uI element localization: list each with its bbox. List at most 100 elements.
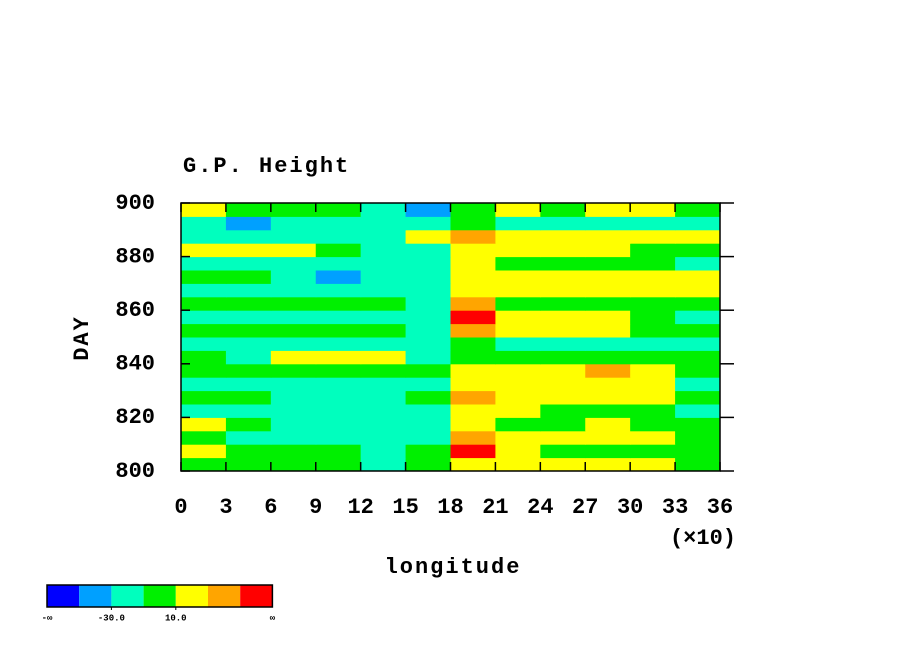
y-tick-label: 860 <box>115 298 155 323</box>
cell <box>450 430 496 445</box>
cell <box>315 350 362 365</box>
x-tick-label: 6 <box>264 495 277 520</box>
cell <box>585 243 631 258</box>
cell <box>225 310 272 325</box>
cell <box>675 310 721 325</box>
cell <box>540 337 586 351</box>
colorbar-frame <box>46 584 274 608</box>
cell <box>630 390 676 405</box>
colorbar-label: ∞ <box>270 613 276 623</box>
cell <box>360 417 407 432</box>
cell <box>540 310 586 325</box>
cell <box>181 229 227 244</box>
cell <box>360 243 407 258</box>
cell <box>540 444 586 459</box>
colorbar-box <box>208 585 241 607</box>
cell <box>585 216 631 231</box>
cell <box>495 296 541 311</box>
colorbar-box <box>143 585 176 607</box>
cell <box>181 430 227 445</box>
cell <box>675 270 721 284</box>
cell <box>630 363 676 378</box>
cell <box>405 457 451 472</box>
cell <box>181 310 227 325</box>
colorbar-box <box>79 585 112 607</box>
cell <box>450 350 496 365</box>
cell <box>675 229 721 244</box>
x-tick-label: 21 <box>482 495 508 520</box>
cell <box>315 243 362 258</box>
cell <box>495 203 541 217</box>
cell <box>675 283 721 298</box>
cell <box>360 310 407 325</box>
cell <box>450 216 496 231</box>
cell <box>181 457 227 472</box>
cell <box>315 390 362 405</box>
cell <box>675 296 721 311</box>
cell <box>630 323 676 338</box>
cell <box>675 430 721 445</box>
y-tick-label: 900 <box>115 191 155 216</box>
cell <box>181 243 227 258</box>
cell <box>675 390 721 405</box>
cell <box>630 203 676 217</box>
cell <box>270 390 317 405</box>
cell <box>450 310 496 325</box>
cell <box>225 283 272 298</box>
cell <box>675 337 721 351</box>
cell <box>360 296 407 311</box>
colorbar-label: -∞ <box>42 613 53 623</box>
x-tick-label: 27 <box>572 495 598 520</box>
cell <box>315 444 362 459</box>
cell <box>181 444 227 459</box>
cell <box>225 444 272 459</box>
cell <box>675 457 721 472</box>
cell <box>675 363 721 378</box>
cell <box>585 444 631 459</box>
cell <box>225 256 272 271</box>
cell <box>450 457 496 472</box>
cell <box>181 390 227 405</box>
cell <box>181 404 227 418</box>
cell <box>495 363 541 378</box>
cell <box>405 216 451 231</box>
cell <box>585 310 631 325</box>
cell <box>181 283 227 298</box>
cell <box>360 363 407 378</box>
cell <box>585 417 631 432</box>
cell <box>405 270 451 284</box>
cell <box>315 323 362 338</box>
cell <box>405 323 451 338</box>
cell <box>495 243 541 258</box>
y-tick-label: 820 <box>115 405 155 430</box>
x-axis-label: longitude <box>385 555 522 580</box>
cell <box>495 283 541 298</box>
cell <box>315 310 362 325</box>
cell <box>630 256 676 271</box>
cell <box>630 430 676 445</box>
cell <box>405 390 451 405</box>
cell <box>225 377 272 392</box>
cell <box>225 417 272 432</box>
cell <box>270 377 317 392</box>
cell <box>585 270 631 284</box>
cell <box>405 203 451 217</box>
cell <box>630 216 676 231</box>
cell <box>181 256 227 271</box>
cell <box>225 350 272 365</box>
cell <box>315 283 362 298</box>
cell <box>450 323 496 338</box>
x-tick-label: 18 <box>437 495 463 520</box>
x-multiplier: (×10) <box>670 526 736 551</box>
cell <box>630 350 676 365</box>
cell <box>495 323 541 338</box>
cell <box>630 404 676 418</box>
cell <box>181 350 227 365</box>
cell <box>675 404 721 418</box>
cell <box>225 323 272 338</box>
cell <box>181 270 227 284</box>
cell <box>405 430 451 445</box>
cell <box>495 270 541 284</box>
cell <box>181 203 227 217</box>
cell <box>585 457 631 472</box>
